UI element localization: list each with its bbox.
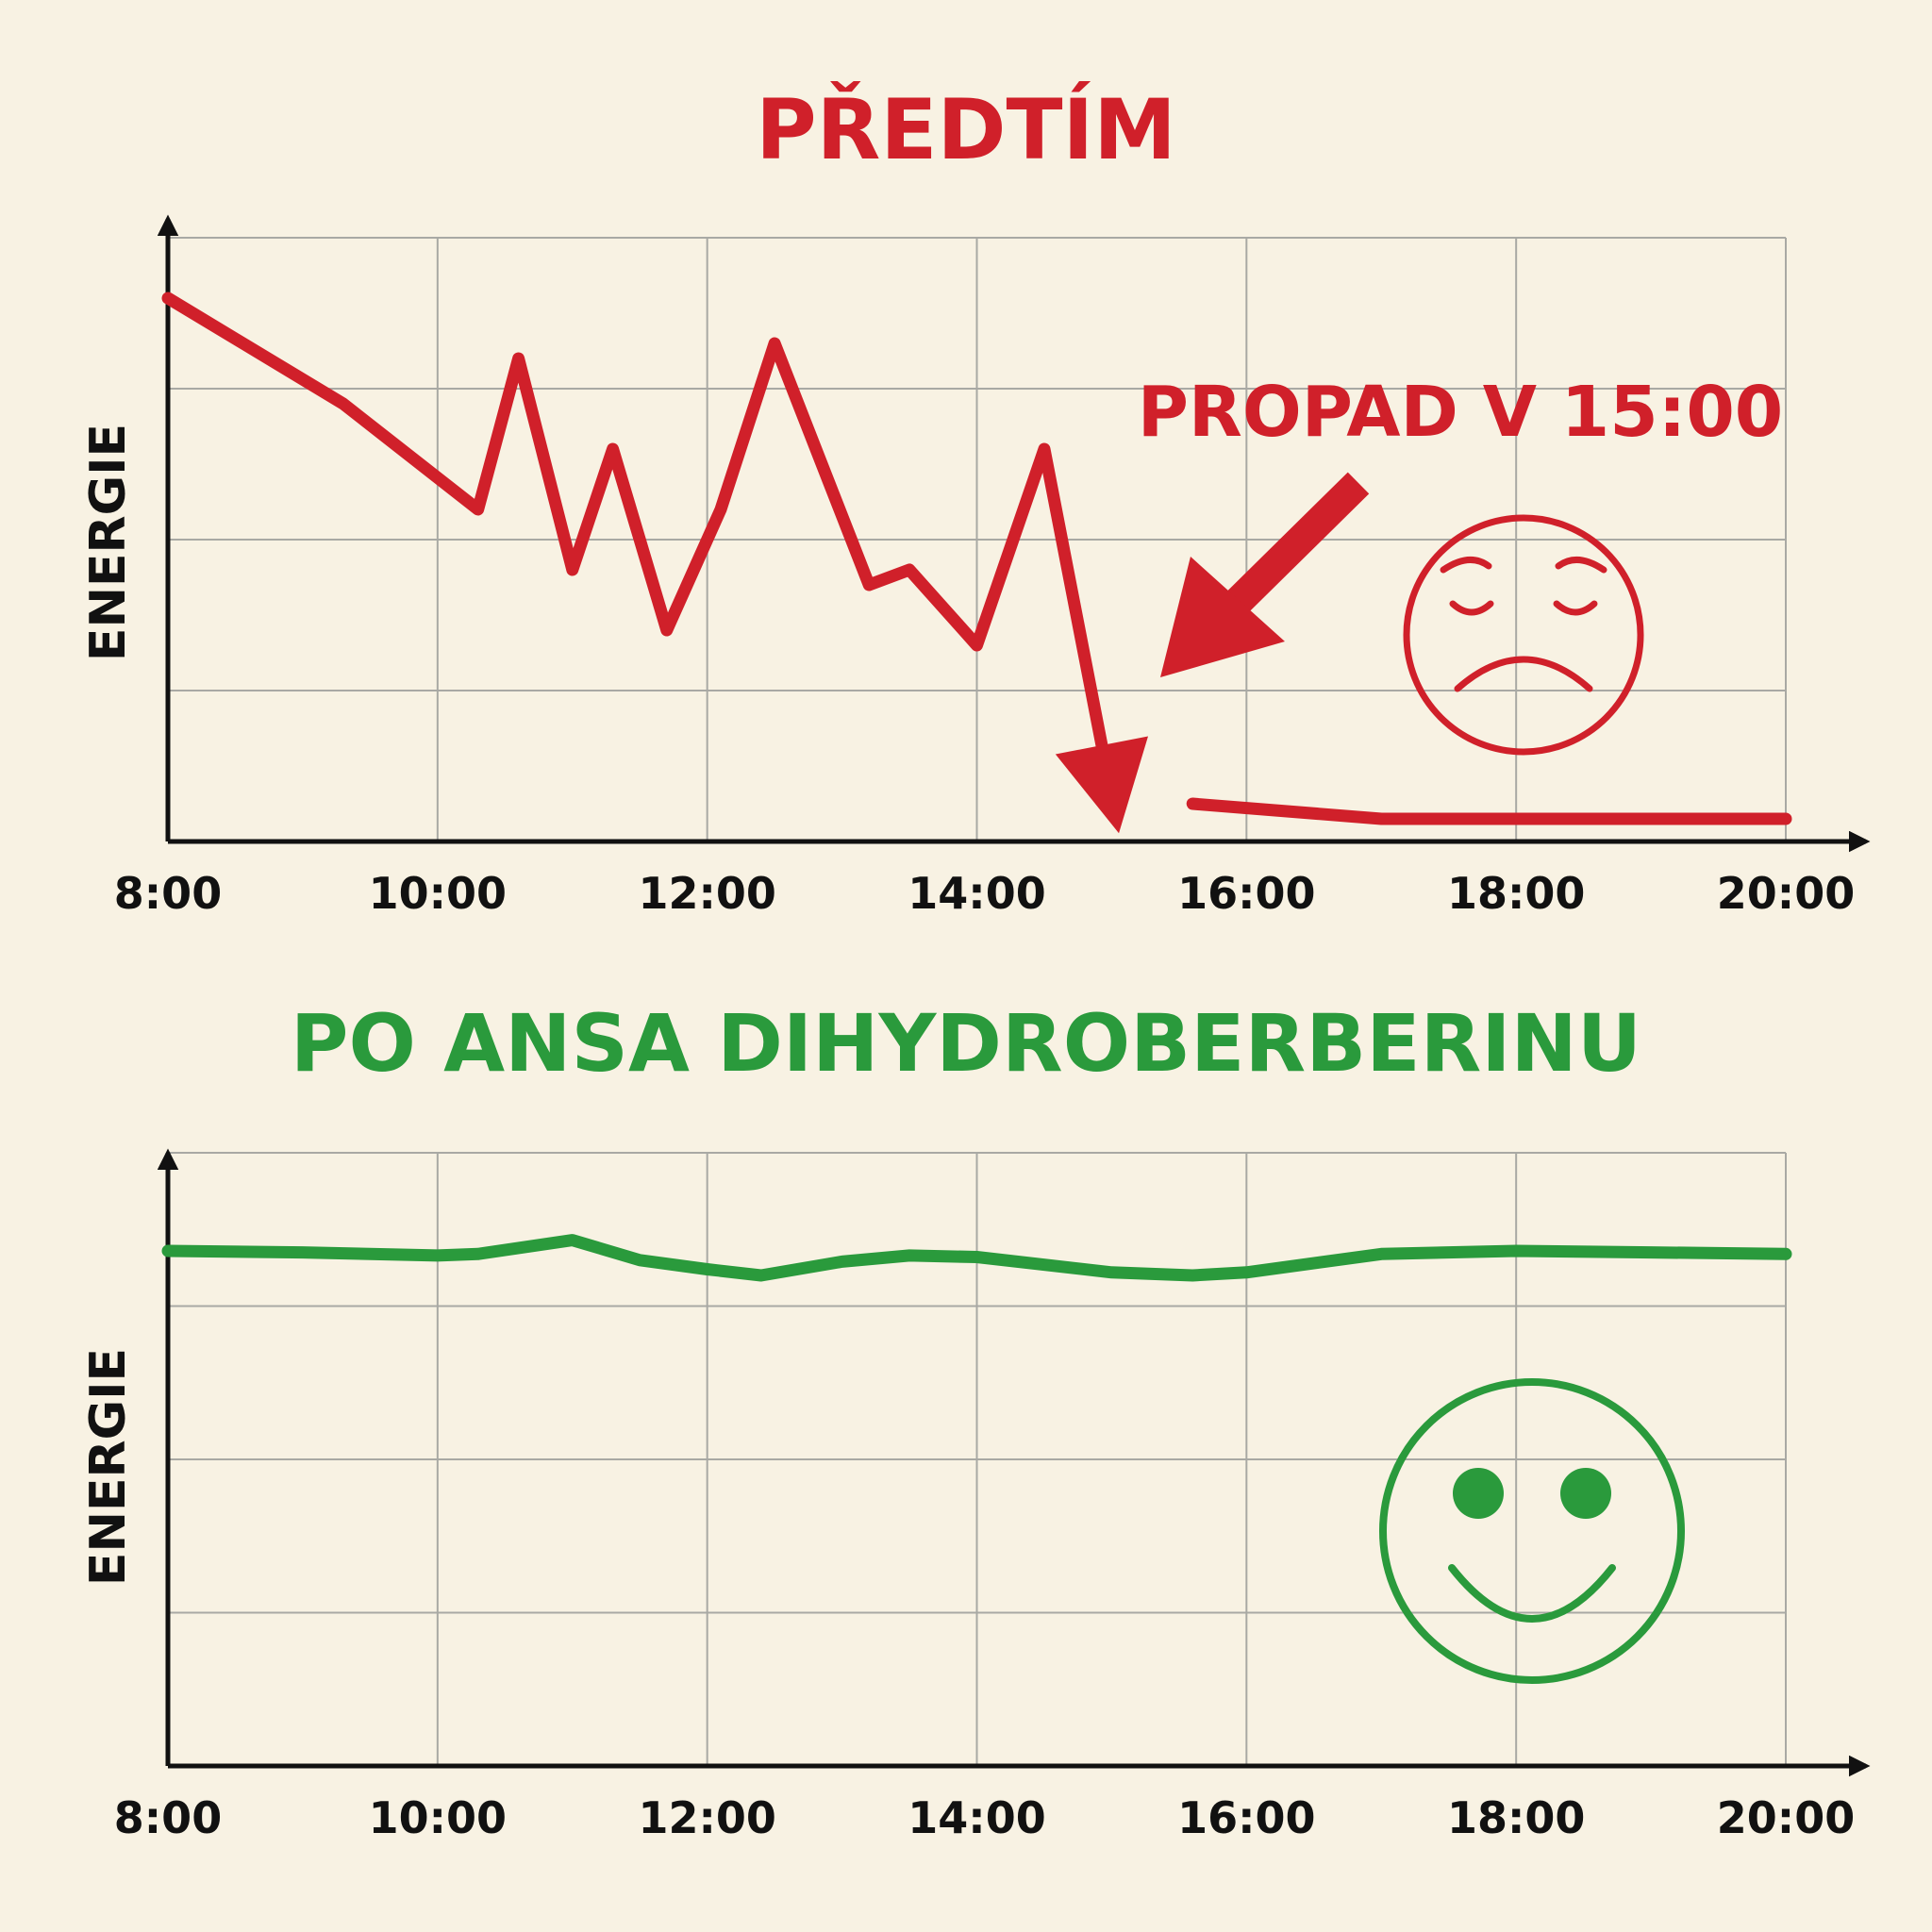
drop-annotation-arrow bbox=[1160, 472, 1370, 677]
chart-before-title: PŘEDTÍM bbox=[756, 81, 1176, 178]
chart-before-y-label: ENERGIE bbox=[80, 424, 137, 661]
x-tick-label: 18:00 bbox=[1447, 1792, 1585, 1843]
x-tick-label: 12:00 bbox=[638, 868, 775, 919]
chart-after: PO ANSA DIHYDROBERBERINU ENERGIE 8:00 10:… bbox=[80, 997, 1871, 1843]
x-tick-label: 18:00 bbox=[1447, 868, 1585, 919]
x-tick-label: 16:00 bbox=[1177, 1792, 1315, 1843]
sad-face-icon bbox=[1403, 514, 1644, 756]
chart-before-series bbox=[161, 291, 1792, 834]
chart-after-series bbox=[161, 1234, 1792, 1282]
series-line bbox=[1186, 797, 1792, 825]
happy-face-icon bbox=[1379, 1378, 1685, 1684]
series-line bbox=[161, 291, 1118, 803]
x-tick-label: 8:00 bbox=[114, 868, 222, 919]
drop-arrowhead bbox=[1055, 736, 1149, 834]
series-line bbox=[161, 1234, 1792, 1282]
x-tick-label: 12:00 bbox=[638, 1792, 775, 1843]
x-tick-label: 16:00 bbox=[1177, 868, 1315, 919]
x-tick-label: 10:00 bbox=[369, 1792, 507, 1843]
x-tick-label: 8:00 bbox=[114, 1792, 222, 1843]
chart-after-x-ticks: 8:00 10:00 12:00 14:00 16:00 18:00 20:00 bbox=[114, 1792, 1855, 1843]
chart-before: PŘEDTÍM ENERGIE 8:00 10:00 12:00 14:00 16:00… bbox=[80, 81, 1871, 919]
x-tick-label: 20:00 bbox=[1717, 1792, 1855, 1843]
chart-before-axes bbox=[157, 214, 1871, 853]
x-tick-label: 20:00 bbox=[1717, 868, 1855, 919]
x-tick-label: 14:00 bbox=[908, 1792, 1045, 1843]
chart-before-x-ticks: 8:00 10:00 12:00 14:00 16:00 18:00 20:00 bbox=[114, 868, 1855, 919]
drop-annotation-label: PROPAD V 15:00 bbox=[1138, 372, 1784, 453]
chart-before-grid bbox=[168, 237, 1787, 841]
chart-after-y-label: ENERGIE bbox=[80, 1348, 137, 1586]
chart-after-grid bbox=[168, 1152, 1787, 1766]
chart-after-title: PO ANSA DIHYDROBERBERINU bbox=[291, 997, 1641, 1090]
x-tick-label: 14:00 bbox=[908, 868, 1045, 919]
x-tick-label: 10:00 bbox=[369, 868, 507, 919]
